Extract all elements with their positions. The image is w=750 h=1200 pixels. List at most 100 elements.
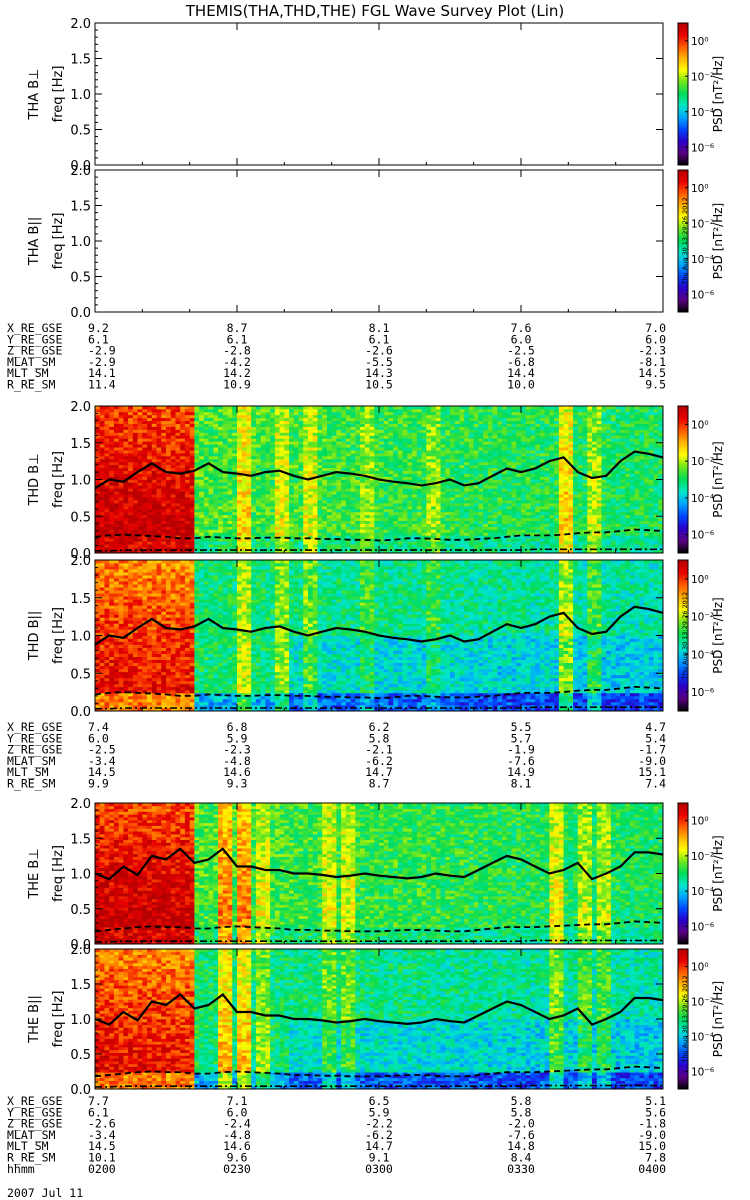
heatmap-cell [397,547,404,551]
heatmap-cell [289,544,295,548]
heatmap-cell [412,488,418,492]
heatmap-cell [383,453,389,457]
heatmap-cell [440,547,446,551]
heatmap-cell [274,491,280,495]
heatmap-cell [246,464,252,469]
heatmap-cell [379,455,385,460]
heatmap-cell [393,517,399,522]
heatmap-cell [483,526,489,530]
heatmap-cell [502,505,508,510]
heatmap-cell [525,488,531,492]
heatmap-cell [478,435,484,439]
heatmap-cell [450,491,456,495]
heatmap-cell [360,541,366,545]
heatmap-cell [464,420,470,424]
heatmap-cell [251,470,257,474]
heatmap-cell [497,479,503,483]
heatmap-cell [203,429,209,433]
heatmap-cell [355,514,361,519]
heatmap-cell [166,508,172,513]
heatmap-cell [516,464,522,469]
heatmap-cell [426,517,432,522]
heatmap-cell [483,470,489,474]
heatmap-cell [128,485,134,489]
heatmap-cell [388,455,394,460]
heatmap-cell [255,520,262,524]
heatmap-cell [383,470,389,474]
heatmap-cell [118,461,124,466]
heatmap-cell [293,461,299,466]
heatmap-cell [383,494,389,498]
heatmap-cell [298,408,304,413]
heatmap-cell [350,485,356,489]
heatmap-cell [175,411,181,416]
heatmap-cell [213,435,219,439]
heatmap-cell [270,438,276,442]
heatmap-cell [393,520,399,524]
heatmap-cell [199,444,205,448]
heatmap-cell [454,503,460,507]
heatmap-cell [336,520,342,524]
heatmap-cell [132,541,138,545]
heatmap-cell [483,435,489,439]
heatmap-cell [184,544,191,548]
heatmap-cell [539,432,546,436]
heatmap-cell [317,476,323,480]
heatmap-cell [203,505,209,510]
heatmap-cell [483,464,489,469]
heatmap-cell [388,464,394,469]
heatmap-cell [255,461,262,466]
heatmap-cell [497,538,503,542]
heatmap-cell [336,517,342,522]
heatmap-cell [492,438,498,442]
heatmap-cell [227,479,233,483]
heatmap-cell [397,441,404,445]
heatmap-cell [99,420,105,424]
heatmap-cell [298,420,304,424]
heatmap-cell [544,447,550,451]
heatmap-cell [464,423,470,427]
heatmap-cell [303,455,309,460]
heatmap-cell [142,526,148,530]
heatmap-cell [289,458,295,463]
heatmap-cell [237,438,243,442]
heatmap-cell [232,432,238,436]
heatmap-cell [468,517,475,522]
heatmap-cell [180,479,186,483]
heatmap-cell [445,467,451,472]
heatmap-cell [274,458,280,463]
heatmap-cell [208,414,214,419]
heatmap-cell [383,432,389,436]
heatmap-cell [175,426,181,430]
heatmap-cell [170,497,176,501]
heatmap-cell [364,450,370,454]
heatmap-cell [360,464,366,469]
heatmap-cell [506,444,512,448]
heatmap-cell [132,408,138,413]
heatmap-cell [298,423,304,427]
heatmap-cell [322,538,328,542]
heatmap-cell [199,500,205,504]
heatmap-cell [260,420,266,424]
heatmap-cell [487,482,493,486]
heatmap-cell [284,444,290,448]
heatmap-cell [218,485,224,489]
heatmap-cell [241,505,247,510]
heatmap-cell [218,479,224,483]
heatmap-cell [308,550,314,554]
heatmap-cell [412,423,418,427]
heatmap-cell [151,429,157,433]
heatmap-cell [336,441,342,445]
heatmap-cell [450,532,456,536]
heatmap-cell [279,497,285,501]
heatmap-cell [303,547,309,551]
heatmap-cell [483,420,489,424]
heatmap-cell [341,447,347,451]
heatmap-cell [317,485,323,489]
heatmap-cell [298,438,304,442]
heatmap-cell [454,429,460,433]
heatmap-cell [369,470,375,474]
heatmap-cell [530,503,536,507]
heatmap-cell [502,473,508,477]
heatmap-cell [464,438,470,442]
